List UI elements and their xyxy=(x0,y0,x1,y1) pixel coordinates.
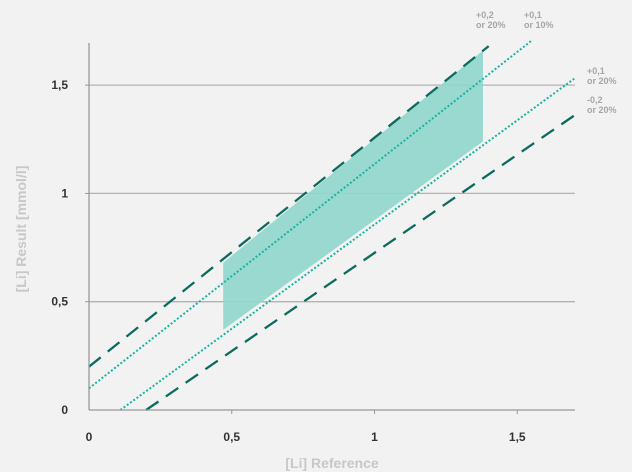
dotted-limit-line xyxy=(88,39,533,390)
y-axis-title: [Li] Result [mmol/l] xyxy=(13,166,29,293)
annotation-label: or 20% xyxy=(587,105,617,115)
x-tick-label: 0 xyxy=(86,430,93,444)
annotation-label: or 20% xyxy=(587,76,617,86)
annotation-label: or 10% xyxy=(524,20,554,30)
x-axis-title: [Li] Reference xyxy=(285,455,379,471)
y-tick-label: 1,5 xyxy=(51,78,68,92)
dashed-limit-line xyxy=(88,45,490,368)
series-lines xyxy=(88,39,576,411)
band-area xyxy=(223,50,483,330)
annotation-label: +0,1 xyxy=(524,10,542,20)
x-tick-label: 1,5 xyxy=(509,430,526,444)
x-tick-label: 1 xyxy=(371,430,378,444)
tick-labels: 0 0,5 1 1,5 0 0,5 1 1,5 xyxy=(51,78,526,444)
dashed-limit-line xyxy=(145,114,576,411)
acceptance-band xyxy=(223,50,483,330)
y-tick-label: 0 xyxy=(61,403,68,417)
annotation-label: or 20% xyxy=(476,20,506,30)
x-tick-label: 0,5 xyxy=(223,430,240,444)
annotation-label: -0,2 xyxy=(587,95,603,105)
annotation-label: +0,1 xyxy=(587,66,605,76)
y-tick-label: 0,5 xyxy=(51,295,68,309)
y-tick-label: 1 xyxy=(61,186,68,200)
annotations: +0,2or 20%+0,1or 10%+0,1or 20%-0,2or 20% xyxy=(476,10,617,115)
annotation-label: +0,2 xyxy=(476,10,494,20)
axes xyxy=(88,43,575,411)
dotted-limit-line xyxy=(119,77,575,411)
